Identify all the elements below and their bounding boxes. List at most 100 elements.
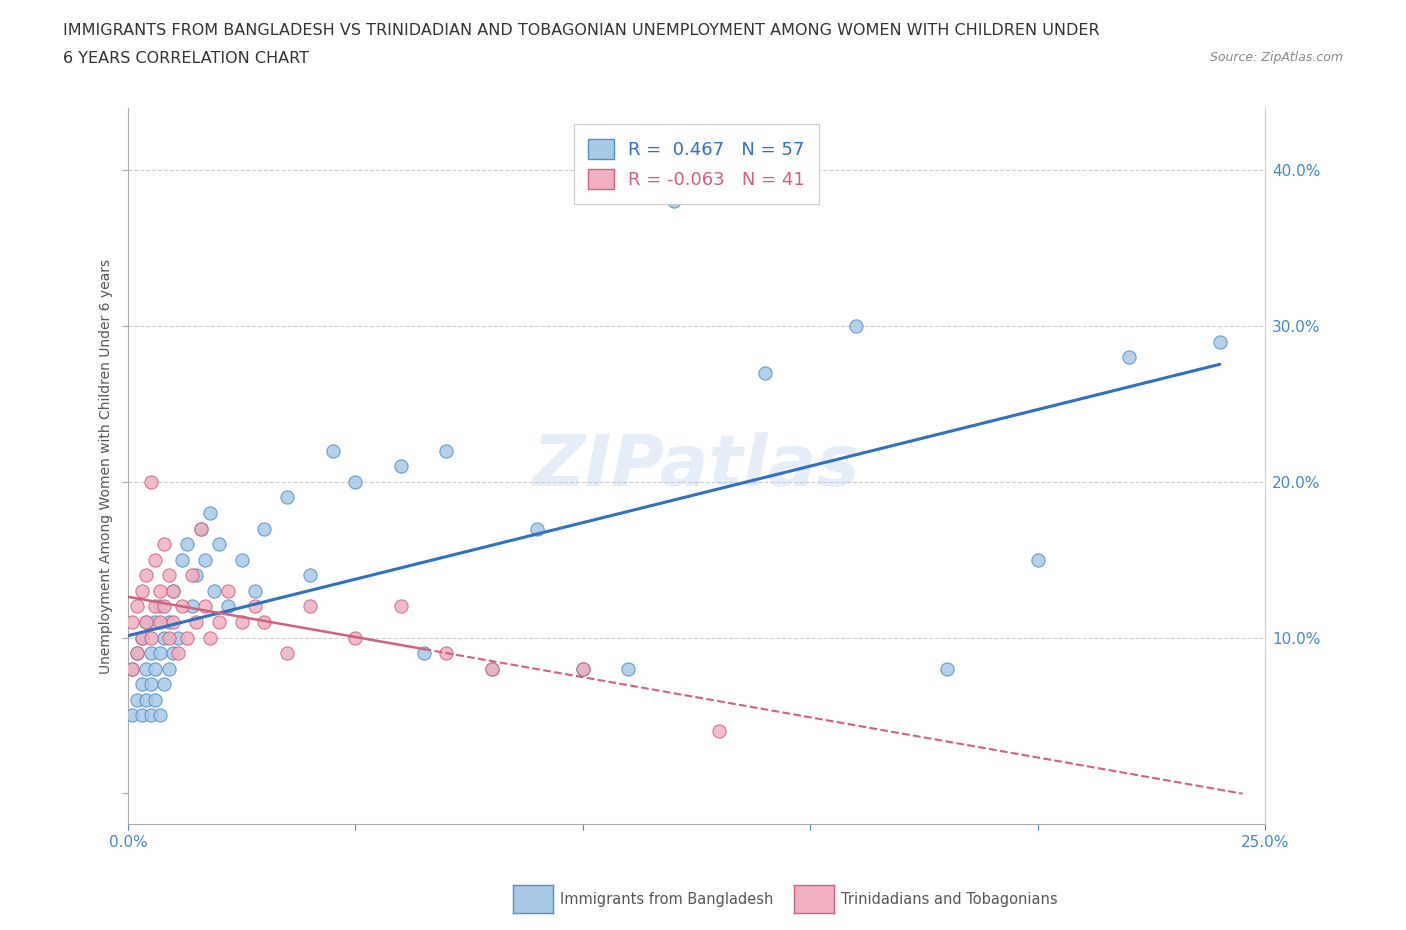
- Point: [131, 677, 153, 692]
- Point: [131, 583, 153, 598]
- Point: [149, 708, 172, 723]
- Point: [190, 521, 212, 536]
- Point: [845, 319, 868, 334]
- Text: Source: ZipAtlas.com: Source: ZipAtlas.com: [1209, 51, 1343, 64]
- Point: [149, 583, 172, 598]
- Point: [162, 645, 184, 660]
- Point: [135, 568, 157, 583]
- Point: [143, 693, 166, 708]
- Point: [231, 552, 253, 567]
- Point: [125, 645, 148, 660]
- Point: [481, 661, 503, 676]
- Point: [139, 474, 162, 489]
- Point: [157, 661, 180, 676]
- Point: [139, 677, 162, 692]
- Point: [172, 599, 194, 614]
- Point: [344, 474, 367, 489]
- Point: [572, 661, 595, 676]
- Point: [121, 615, 143, 630]
- Point: [180, 568, 202, 583]
- Point: [149, 599, 172, 614]
- Legend: R =  0.467   N = 57, R = -0.063   N = 41: R = 0.467 N = 57, R = -0.063 N = 41: [574, 125, 820, 204]
- Point: [125, 693, 148, 708]
- Point: [162, 583, 184, 598]
- Point: [481, 661, 503, 676]
- Point: [1209, 334, 1232, 349]
- Y-axis label: Unemployment Among Women with Children Under 6 years: Unemployment Among Women with Children U…: [100, 259, 114, 674]
- Point: [153, 599, 176, 614]
- Point: [162, 583, 184, 598]
- Point: [184, 568, 207, 583]
- Point: [176, 537, 198, 551]
- Point: [143, 615, 166, 630]
- Point: [434, 645, 457, 660]
- Point: [217, 599, 239, 614]
- Point: [180, 599, 202, 614]
- Point: [276, 645, 298, 660]
- Text: ZIPatlas: ZIPatlas: [533, 432, 860, 500]
- Point: [1026, 552, 1049, 567]
- Point: [389, 458, 412, 473]
- Point: [617, 661, 640, 676]
- Point: [167, 631, 190, 645]
- Point: [149, 645, 172, 660]
- Point: [709, 724, 731, 738]
- Point: [298, 599, 321, 614]
- Point: [412, 645, 434, 660]
- Point: [149, 615, 172, 630]
- Point: [245, 599, 267, 614]
- Point: [198, 506, 221, 521]
- Point: [322, 444, 344, 458]
- Point: [131, 631, 153, 645]
- Point: [135, 615, 157, 630]
- Point: [194, 552, 217, 567]
- Text: Immigrants from Bangladesh: Immigrants from Bangladesh: [560, 892, 773, 907]
- Point: [184, 615, 207, 630]
- Point: [389, 599, 412, 614]
- Point: [253, 615, 276, 630]
- Point: [217, 583, 239, 598]
- Point: [153, 537, 176, 551]
- Point: [135, 615, 157, 630]
- Point: [253, 521, 276, 536]
- Point: [135, 693, 157, 708]
- Text: Trinidadians and Tobagonians: Trinidadians and Tobagonians: [841, 892, 1057, 907]
- Point: [162, 615, 184, 630]
- Point: [157, 568, 180, 583]
- Point: [153, 677, 176, 692]
- Point: [202, 583, 225, 598]
- Point: [139, 708, 162, 723]
- Point: [662, 194, 685, 209]
- Point: [131, 631, 153, 645]
- Point: [131, 708, 153, 723]
- Point: [125, 645, 148, 660]
- Point: [157, 615, 180, 630]
- Point: [298, 568, 321, 583]
- Point: [121, 661, 143, 676]
- Point: [1118, 350, 1140, 365]
- Text: IMMIGRANTS FROM BANGLADESH VS TRINIDADIAN AND TOBAGONIAN UNEMPLOYMENT AMONG WOME: IMMIGRANTS FROM BANGLADESH VS TRINIDADIA…: [63, 23, 1099, 38]
- Point: [572, 661, 595, 676]
- Point: [139, 631, 162, 645]
- Point: [754, 365, 776, 380]
- Point: [198, 631, 221, 645]
- Point: [194, 599, 217, 614]
- Point: [176, 631, 198, 645]
- Point: [935, 661, 957, 676]
- Point: [208, 615, 231, 630]
- Point: [190, 521, 212, 536]
- Point: [135, 661, 157, 676]
- Text: 6 YEARS CORRELATION CHART: 6 YEARS CORRELATION CHART: [63, 51, 309, 66]
- Point: [231, 615, 253, 630]
- Point: [121, 708, 143, 723]
- Point: [276, 490, 298, 505]
- Point: [172, 552, 194, 567]
- Point: [125, 599, 148, 614]
- Point: [245, 583, 267, 598]
- Point: [143, 552, 166, 567]
- Point: [208, 537, 231, 551]
- Point: [121, 661, 143, 676]
- Point: [526, 521, 548, 536]
- Point: [434, 444, 457, 458]
- Point: [157, 631, 180, 645]
